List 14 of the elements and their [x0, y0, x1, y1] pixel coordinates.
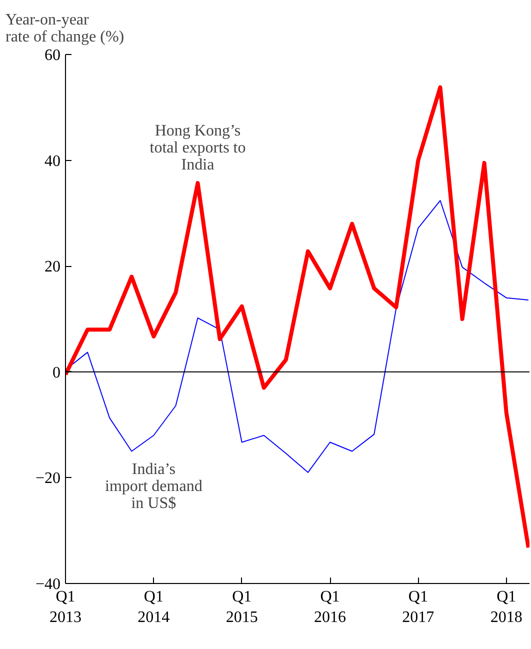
series-label: India’s import demand in US$	[105, 461, 202, 512]
x-tick-label: Q1 2013	[50, 588, 82, 626]
x-tick-label: Q1 2014	[138, 588, 170, 626]
x-tick-label: Q1 2015	[226, 588, 258, 626]
y-axis-title: Year-on-year rate of change (%)	[6, 12, 124, 46]
y-tick-label: 40	[44, 152, 60, 170]
x-tick-label: Q1 2017	[402, 588, 434, 626]
text: Hong Kong’s total exports to India	[150, 122, 246, 174]
y-tick-label: 20	[44, 258, 60, 276]
x-tick-label: Q1 2016	[314, 588, 346, 626]
x-tick-label: Q1 2018	[490, 588, 522, 626]
y-tick-label: 60	[44, 47, 60, 64]
y-tick-label: −20	[35, 470, 61, 488]
y-tick-label: 0	[52, 364, 60, 382]
